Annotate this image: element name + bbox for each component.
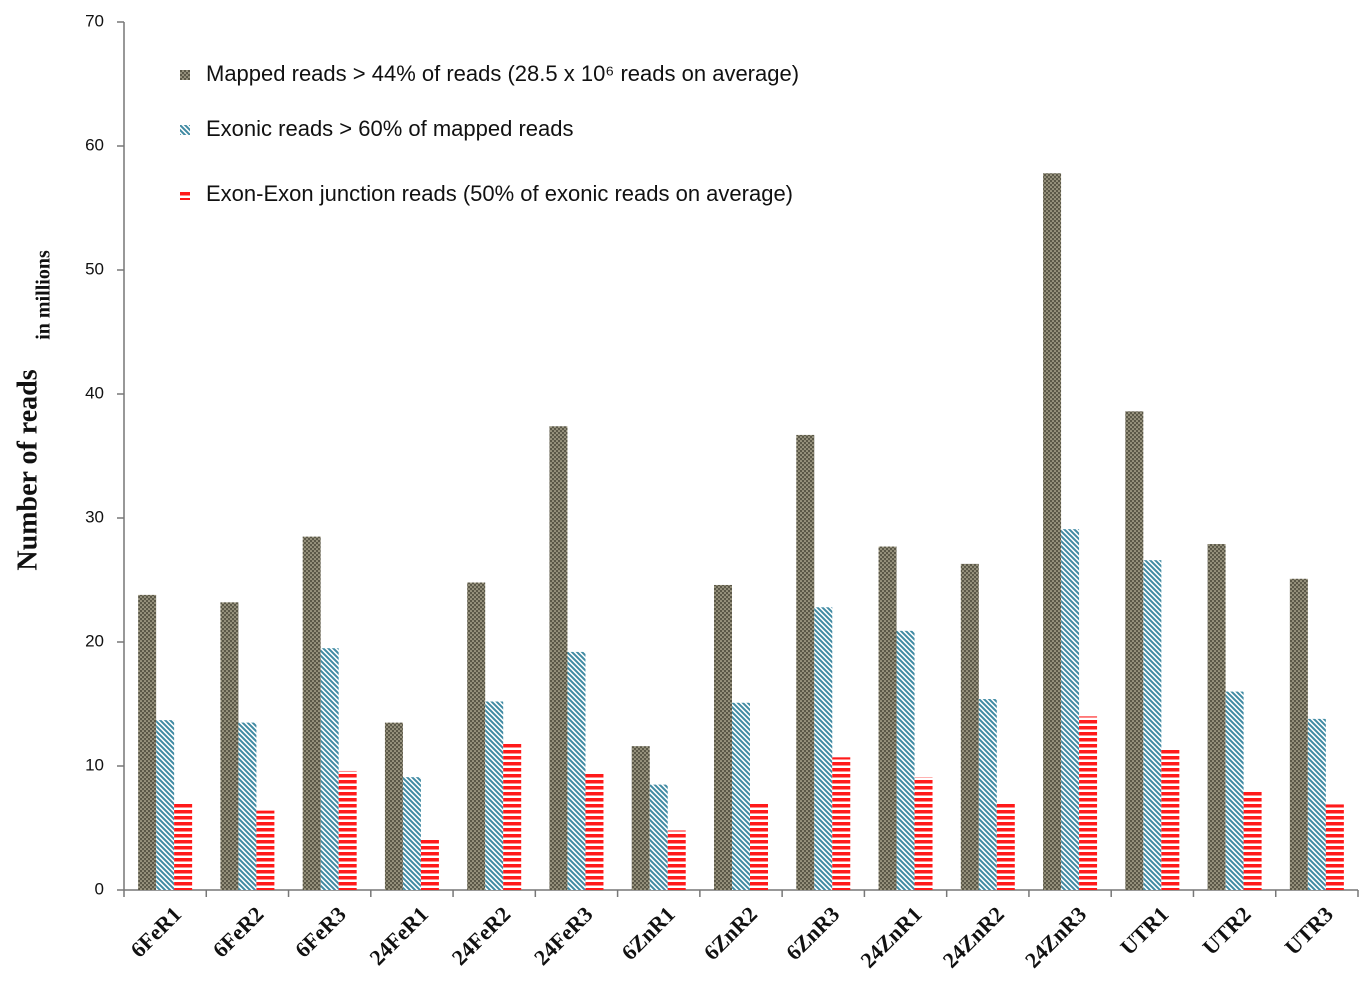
bar	[338, 770, 357, 890]
bar	[878, 546, 897, 890]
bar	[384, 722, 403, 890]
x-tick-label: 24ZnR1	[855, 901, 926, 972]
bar	[485, 701, 504, 890]
bar	[1289, 578, 1308, 890]
legend-label: Mapped reads > 44% of reads (28.5 x 10⁶ …	[206, 61, 799, 86]
bar	[732, 702, 750, 890]
x-tick-label: 6FeR1	[125, 901, 186, 962]
x-tick-label: 6ZnR2	[699, 901, 762, 964]
bar	[796, 434, 815, 890]
bar	[631, 746, 650, 890]
bar	[156, 720, 175, 890]
x-tick-label: 24FeR1	[364, 901, 433, 970]
y-tick-label: 0	[95, 879, 104, 898]
legend-label: Exon-Exon junction reads (50% of exonic …	[206, 181, 793, 206]
y-tick-label: 60	[85, 135, 104, 154]
y-tick-label: 70	[85, 11, 104, 30]
bar	[1207, 544, 1226, 890]
bar	[996, 803, 1015, 890]
bar	[1225, 691, 1244, 890]
legend-swatch	[180, 125, 190, 135]
x-tick-label: 24ZnR3	[1020, 901, 1091, 972]
y-tick-label: 30	[85, 507, 104, 526]
y-tick-label: 10	[85, 755, 104, 774]
bar	[1043, 173, 1062, 890]
bar	[238, 722, 257, 890]
y-tick-label: 20	[85, 631, 104, 650]
bar	[1325, 804, 1344, 890]
bar	[649, 784, 668, 890]
bar	[302, 536, 321, 890]
legend-swatch	[180, 190, 190, 200]
bar	[585, 772, 604, 890]
bar	[467, 582, 486, 890]
x-tick-label: 6ZnR3	[781, 901, 844, 964]
bar	[220, 602, 239, 890]
bar	[750, 803, 768, 890]
y-axis-label: Number of reads	[12, 369, 43, 570]
x-tick-label: 24ZnR2	[938, 901, 1009, 972]
bar	[503, 743, 522, 890]
bar	[1161, 749, 1180, 890]
bar	[420, 837, 439, 890]
x-tick-label: 6FeR2	[208, 901, 269, 962]
bar	[832, 757, 851, 890]
y-axis-sublabel: in millions	[33, 250, 55, 340]
bar	[138, 594, 157, 890]
x-tick-label: UTR1	[1115, 901, 1173, 959]
x-tick-label: UTR3	[1280, 901, 1338, 959]
bar	[914, 777, 933, 890]
bar	[1079, 716, 1098, 890]
x-tick-label: 24FeR2	[447, 901, 516, 970]
bar	[1307, 718, 1326, 890]
bar	[1061, 529, 1080, 890]
bar	[1125, 411, 1144, 890]
bar	[814, 607, 833, 890]
legend-label: Exonic reads > 60% of mapped reads	[206, 116, 574, 141]
y-tick-label: 40	[85, 383, 104, 402]
bar	[1143, 560, 1162, 890]
y-tick-label: 50	[85, 259, 104, 278]
x-tick-label: 6FeR3	[290, 901, 351, 962]
bar	[402, 777, 421, 890]
bar	[896, 630, 915, 890]
bar	[667, 830, 686, 890]
bar	[549, 426, 568, 890]
legend-swatch	[180, 70, 190, 80]
x-tick-label: 24FeR3	[529, 901, 598, 970]
bar	[714, 584, 732, 890]
bar	[567, 651, 586, 890]
x-tick-label: UTR2	[1197, 901, 1255, 959]
bar	[978, 699, 997, 890]
bar	[174, 803, 193, 890]
x-tick-label: 6ZnR1	[616, 901, 679, 964]
bar	[960, 563, 979, 890]
bar	[1243, 790, 1262, 890]
bar	[256, 810, 275, 890]
bar	[320, 648, 339, 890]
